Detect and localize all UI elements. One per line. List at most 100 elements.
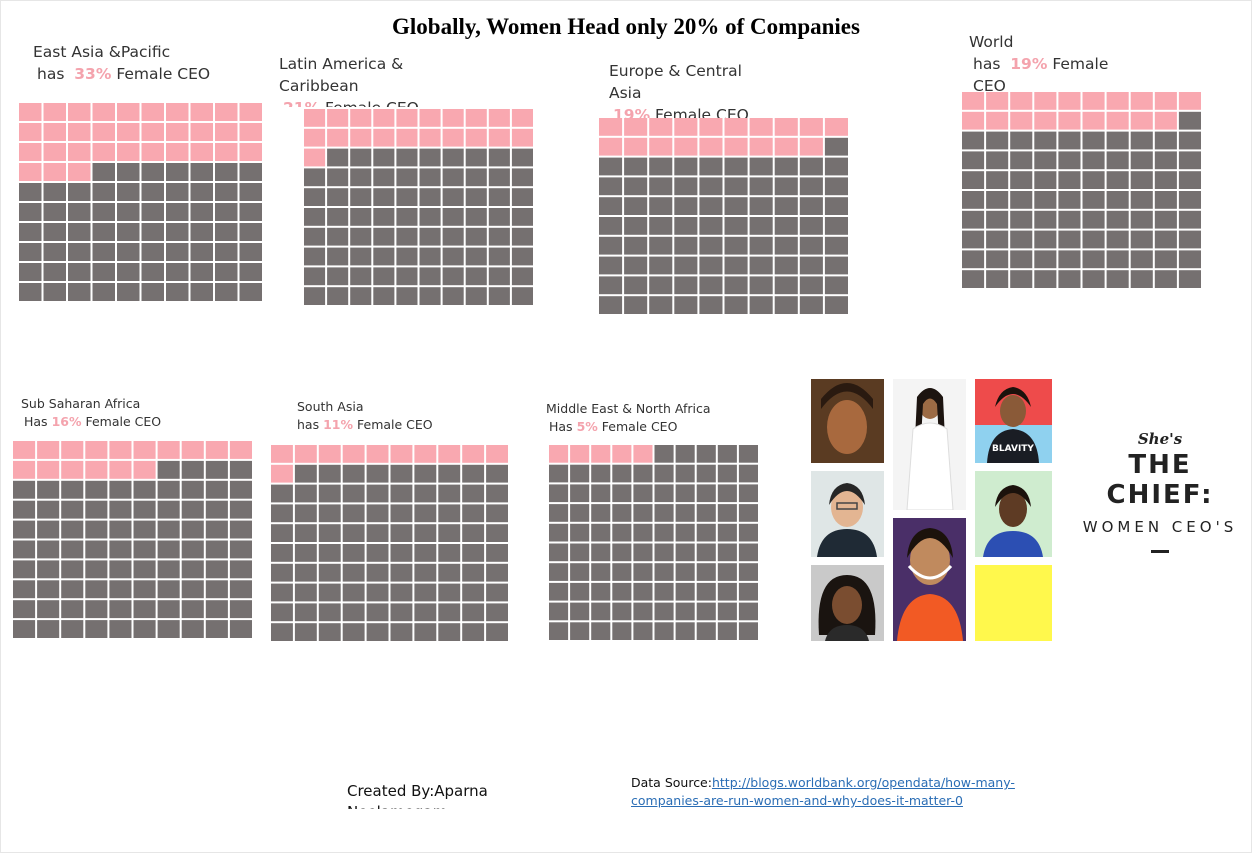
waffle-cell-female (419, 109, 441, 127)
waffle-cell-other (37, 500, 60, 519)
waffle-cell-other (419, 148, 441, 167)
waffle-cell-other (591, 523, 611, 542)
waffle-cell-other (774, 217, 798, 235)
waffle-cell-other (229, 520, 252, 539)
waffle-cell-female (61, 460, 84, 479)
waffle-cell-other (19, 223, 42, 241)
waffle-cell-female (749, 137, 773, 156)
waffle-cell-other (724, 236, 748, 255)
waffle-cell-other (488, 188, 510, 206)
waffle-cell-other (366, 583, 389, 602)
waffle-cell-other (166, 223, 189, 241)
waffle-cell-female (327, 109, 349, 127)
waffle-cell-female (190, 123, 213, 141)
waffle-cell-other (696, 602, 716, 621)
waffle-cell-other (570, 602, 590, 621)
waffle-cell-other (774, 296, 798, 314)
waffle-cell-other (774, 236, 798, 255)
waffle-cell-other (462, 603, 485, 622)
waffle-cell-other (986, 250, 1009, 269)
waffle-cell-other (824, 236, 848, 255)
waffle-cell-other (109, 580, 132, 599)
waffle-cell-other (675, 602, 695, 621)
waffle-cell-other (1106, 250, 1129, 269)
waffle-cell-other (373, 188, 395, 206)
waffle-cell-other (92, 283, 115, 301)
waffle-cell-other (215, 223, 238, 241)
waffle-cell-other (166, 163, 189, 181)
waffle-cell-other (717, 563, 737, 581)
waffle-cell-other (774, 256, 798, 275)
waffle-cell-other (649, 256, 673, 275)
waffle-cell-other (1058, 131, 1081, 150)
waffle-cell-female (327, 128, 349, 147)
waffle-cell-other (612, 484, 632, 503)
waffle-cell-other (465, 188, 487, 206)
waffle-cell-other (419, 287, 441, 305)
waffle-cell-other (327, 247, 349, 266)
waffle-cell-female (1106, 111, 1129, 130)
waffle-cell-other (612, 622, 632, 640)
waffle-cell-other (1130, 270, 1153, 288)
waffle-cell-other (1034, 131, 1057, 150)
waffle-cell-other (624, 157, 648, 176)
waffle-cell-other (675, 582, 695, 601)
waffle-cell-other (229, 500, 252, 519)
waffle-cell-other (1082, 270, 1105, 288)
waffle-cell-other (205, 520, 228, 539)
waffle-cell-other (654, 484, 674, 503)
waffle-cell-other (986, 131, 1009, 150)
caption-region: Middle East & North Africa (546, 401, 711, 416)
waffle-cell-female (19, 103, 42, 121)
waffle-cell-other (109, 480, 132, 499)
waffle-cell-other (37, 540, 60, 559)
waffle-cell-female (962, 92, 985, 110)
waffle-cell-female (824, 118, 848, 136)
caption-middle-east: Middle East & North Africa Has 5% Female… (546, 400, 766, 438)
waffle-cell-other (438, 603, 461, 622)
data-source-label: Data Source: (631, 775, 712, 790)
waffle-cell-other (717, 464, 737, 483)
waffle-cell-other (1034, 210, 1057, 229)
waffle-cell-female (166, 143, 189, 161)
waffle-cell-female (1178, 92, 1201, 110)
waffle-cell-other (511, 208, 533, 226)
waffle-cell-other (724, 177, 748, 196)
waffle-cell-other (462, 504, 485, 523)
waffle-cell-other (43, 203, 66, 221)
waffle-cell-other (366, 623, 389, 641)
waffle-cell-other (92, 203, 115, 221)
waffle-cell-other (373, 148, 395, 167)
waffle-cell-other (294, 563, 317, 582)
waffle-cell-other (229, 600, 252, 619)
waffle-cell-other (699, 157, 723, 176)
ceo-portrait-3: BLAVITY (975, 379, 1052, 463)
caption-tail: Female CEO (655, 106, 749, 118)
waffle-cell-other (612, 563, 632, 581)
waffle-cell-other (624, 236, 648, 255)
waffle-cell-female (1058, 111, 1081, 130)
waffle-cell-other (488, 247, 510, 266)
waffle-cell-other (465, 287, 487, 305)
waffle-cell-other (1034, 270, 1057, 288)
waffle-cell-female (1154, 92, 1177, 110)
waffle-cell-other (724, 276, 748, 295)
waffle-cell-other (438, 524, 461, 542)
waffle-cell-other (373, 247, 395, 266)
waffle-cell-other (133, 580, 156, 599)
waffle-cell-other (1154, 270, 1177, 288)
waffle-cell-other (696, 563, 716, 581)
waffle-cell-other (419, 267, 441, 286)
waffle-cell-other (294, 484, 317, 503)
waffle-cell-other (738, 504, 758, 522)
waffle-cell-other (549, 582, 569, 601)
waffle-cell-other (1058, 230, 1081, 249)
waffle-cell-other (612, 543, 632, 562)
caption-percent: 21% (283, 99, 320, 107)
waffle-cell-other (488, 287, 510, 305)
data-source-link[interactable]: http://blogs.worldbank.org/opendata/how-… (631, 775, 1015, 808)
waffle-cell-other (438, 544, 461, 562)
waffle-cell-other (674, 256, 698, 275)
waffle-cell-other (92, 263, 115, 281)
waffle-cell-other (157, 540, 180, 559)
